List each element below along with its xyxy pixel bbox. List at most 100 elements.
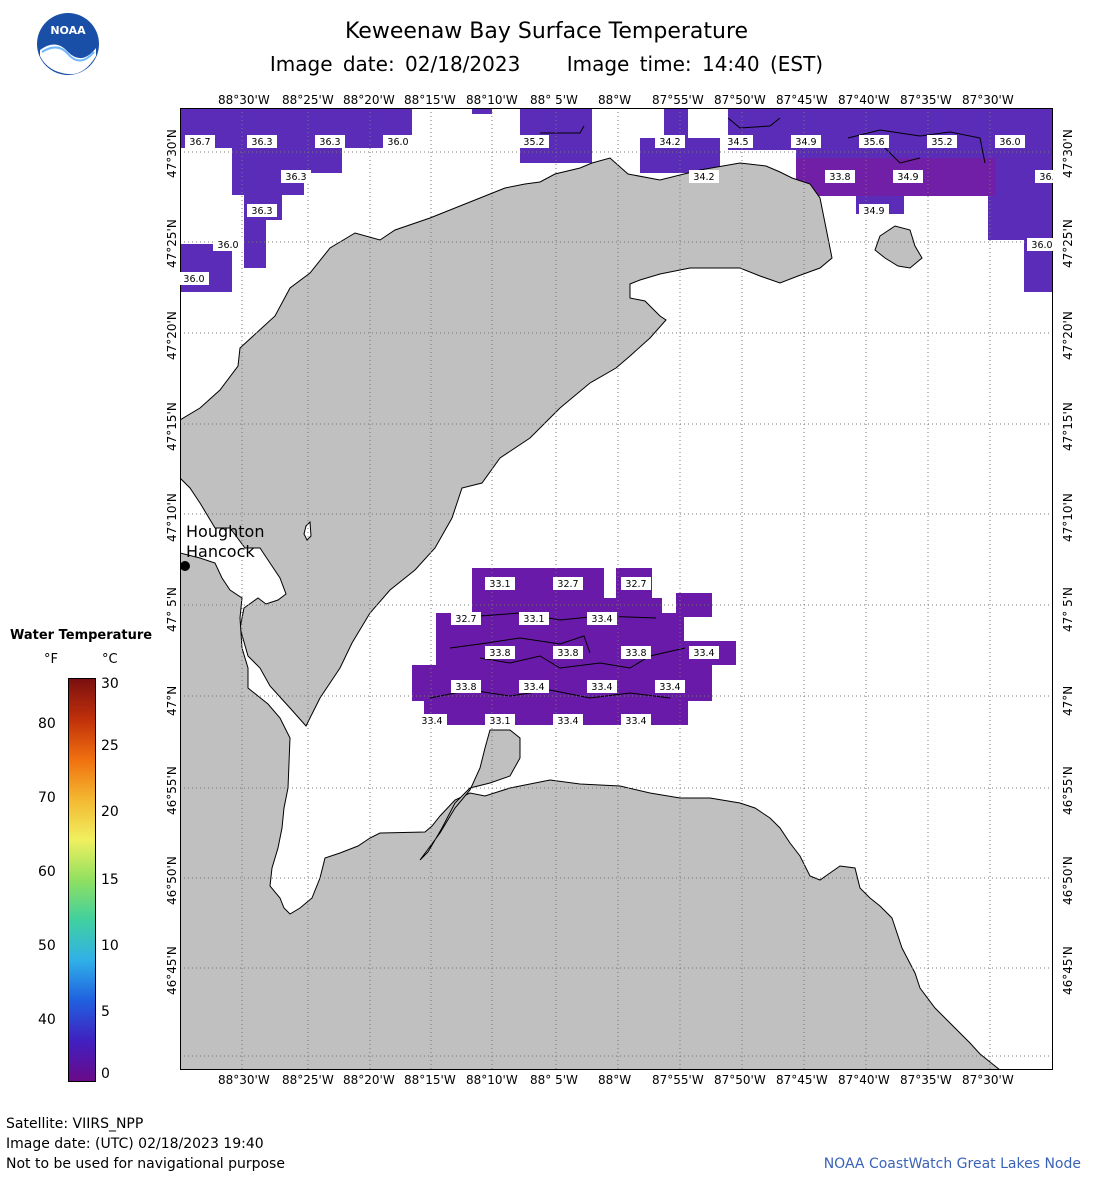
temperature-label-box — [281, 170, 311, 183]
lon-label: 87°35'W — [900, 1073, 952, 1087]
lat-label: 47°15'N — [165, 402, 179, 451]
temperature-label-box — [553, 577, 583, 590]
lon-label: 88°25'W — [282, 93, 334, 107]
lat-label: 47° 5'N — [1061, 587, 1075, 632]
noaa-logo-icon: NOAA — [37, 13, 99, 75]
temperature-label: 33.8 — [455, 682, 476, 693]
temperature-label: 33.4 — [591, 682, 612, 693]
legend-tick-f: 80 — [38, 716, 56, 732]
lon-label: 87°45'W — [776, 93, 828, 107]
lon-label: 88°25'W — [282, 1073, 334, 1087]
temperature-label: 33.1 — [523, 614, 544, 625]
temperature-label-box — [451, 612, 481, 625]
south-shore — [180, 552, 1001, 1070]
temperature-label-box — [519, 680, 549, 693]
lon-label: 88°20'W — [343, 1073, 395, 1087]
lon-label: 88° 5'W — [530, 93, 578, 107]
lon-label: 87°55'W — [652, 93, 704, 107]
temperature-label: 33.4 — [591, 614, 612, 625]
legend-tick-c: 25 — [101, 738, 119, 754]
temperature-label-box — [185, 135, 215, 148]
temperature-label: 36.0 — [1031, 240, 1052, 251]
lon-label: 87°50'W — [714, 1073, 766, 1087]
island — [874, 225, 923, 269]
lat-label: 47°30'N — [1061, 129, 1075, 178]
temperature-label: 33.4 — [523, 682, 544, 693]
lat-label: 47°30'N — [165, 129, 179, 178]
temperature-label: 36.0 — [217, 240, 238, 251]
temperature-label: 33.4 — [693, 648, 714, 659]
graticule — [180, 108, 1053, 1070]
lon-label: 88°10'W — [466, 93, 518, 107]
lat-label: 47°N — [1061, 685, 1075, 716]
temperature-label: 33.4 — [625, 716, 646, 727]
lon-label: 87°55'W — [652, 1073, 704, 1087]
temperature-label-box — [519, 135, 549, 148]
keweenaw-peninsula — [180, 157, 833, 727]
temperature-label-box — [315, 135, 345, 148]
lon-label: 88°15'W — [404, 93, 456, 107]
temperature-label-box — [621, 714, 651, 727]
temperature-label: 35.2 — [931, 137, 952, 148]
lat-label: 47°10'N — [165, 493, 179, 542]
contour-lines — [429, 117, 986, 699]
temperature-label: 34.2 — [659, 137, 680, 148]
temperature-label-box — [655, 680, 685, 693]
temperature-label-box — [723, 135, 753, 148]
temperature-label-box — [587, 680, 617, 693]
lon-label: 88°W — [598, 93, 632, 107]
legend-unit-f: °F — [44, 652, 58, 667]
water-temperature-north — [180, 108, 1053, 292]
temperature-label-box — [553, 646, 583, 659]
lon-label: 87°35'W — [900, 93, 952, 107]
legend-tick-f: 40 — [38, 1012, 56, 1028]
temperature-label: 33.4 — [557, 716, 578, 727]
temperature-label-box — [485, 714, 515, 727]
legend-tick-c: 0 — [101, 1066, 110, 1082]
lon-label: 88°20'W — [343, 93, 395, 107]
footer-satellite: Satellite: VIIRS_NPP — [6, 1116, 144, 1132]
lat-label: 47°10'N — [1061, 493, 1075, 542]
lat-label: 47°15'N — [1061, 402, 1075, 451]
lat-label: 47°20'N — [165, 311, 179, 360]
lat-label: 46°50'N — [1061, 856, 1075, 905]
footer-disclaimer: Not to be used for navigational purpose — [6, 1156, 285, 1172]
lat-label: 47°25'N — [165, 219, 179, 268]
temperature-label: 33.4 — [659, 682, 680, 693]
legend-tick-c: 5 — [101, 1004, 110, 1020]
temperature-label: 33.8 — [625, 648, 646, 659]
place-houghton: Houghton — [186, 522, 265, 541]
lat-label: 47°N — [165, 685, 179, 716]
temperature-label-box — [621, 577, 651, 590]
temperature-label-box — [1027, 238, 1053, 251]
lat-label: 47°25'N — [1061, 219, 1075, 268]
temperature-label: 32.7 — [557, 579, 578, 590]
lon-label: 87°30'W — [962, 93, 1014, 107]
temperature-label: 33.1 — [489, 579, 510, 590]
legend-unit-c: °C — [102, 652, 118, 667]
temperature-label: 36.7 — [189, 137, 210, 148]
temperature-label: 33.8 — [557, 648, 578, 659]
temperature-label-box — [689, 646, 719, 659]
temperature-label-box — [247, 204, 277, 217]
lat-label: 46°50'N — [165, 856, 179, 905]
temperature-label: 36.0 — [183, 274, 204, 285]
lat-label: 46°45'N — [165, 946, 179, 995]
temperature-map: 36.7 36.3 36.3 36.0 35.2 34.2 34.5 34.9 35.6 35.2… — [180, 108, 1053, 1070]
footer-utc-date: Image date: (UTC) 02/18/2023 19:40 — [6, 1136, 264, 1152]
lon-label: 88°10'W — [466, 1073, 518, 1087]
temperature-label: 35.2 — [523, 137, 544, 148]
lat-label: 47°20'N — [1061, 311, 1075, 360]
temperature-label: 36.3 — [251, 206, 272, 217]
temperature-label-box — [247, 135, 277, 148]
lat-label: 47° 5'N — [165, 587, 179, 632]
temperature-label: 36.3 — [319, 137, 340, 148]
legend-tick-f: 70 — [38, 790, 56, 806]
lon-label: 87°40'W — [838, 1073, 890, 1087]
temperature-label: 34.2 — [693, 172, 714, 183]
lon-label: 88°W — [598, 1073, 632, 1087]
temperature-label-box — [451, 680, 481, 693]
image-datetime: Image date: 02/18/2023 Image time: 14:40… — [0, 50, 1093, 78]
temperature-label: 34.9 — [863, 206, 884, 217]
lon-label: 88°30'W — [218, 1073, 270, 1087]
